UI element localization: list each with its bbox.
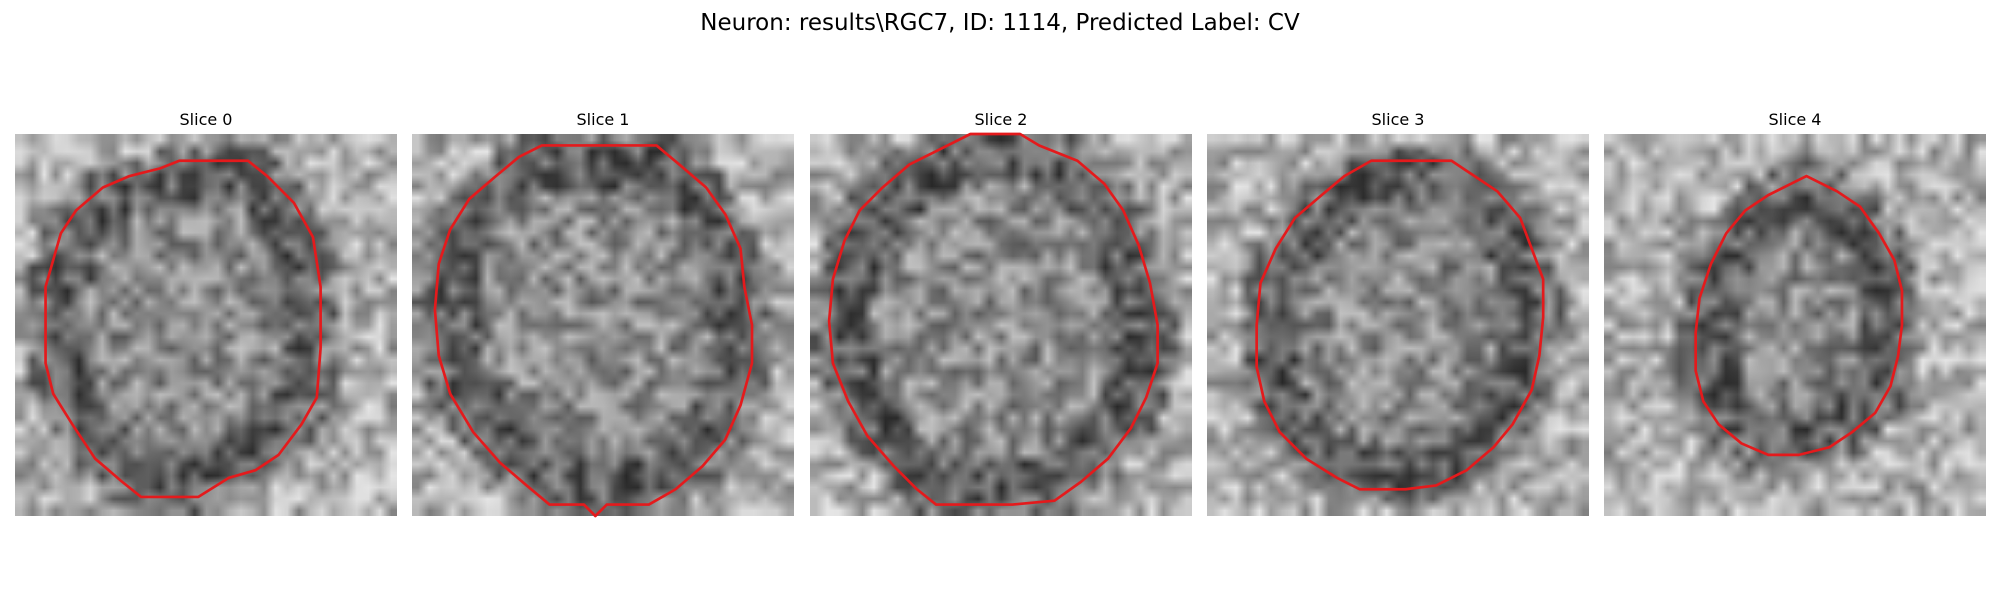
outline-polygon-3 [1255,159,1545,491]
segmentation-outline-4 [1694,174,1904,457]
grayscale-image-1 [412,134,794,516]
slice-panel-3: Slice 3 [1207,108,1589,516]
segmentation-outline-0 [44,159,322,499]
outline-polygon-0 [44,159,322,499]
grayscale-image-3 [1207,134,1589,516]
segmentation-outline-3 [1255,159,1545,491]
slice-title-2: Slice 2 [974,110,1028,129]
slice-panel-4: Slice 4 [1604,108,1986,516]
segmentation-outline-1 [433,144,754,518]
outline-polygon-4 [1694,174,1904,457]
slice-panel-0: Slice 0 [15,108,397,516]
figure-title: Neuron: results\RGC7, ID: 1114, Predicte… [700,10,1300,36]
slice-panel-2: Slice 2 [810,108,1192,516]
slice-title-0: Slice 0 [179,110,233,129]
slice-panel-1: Slice 1 [412,108,794,518]
slice-title-1: Slice 1 [576,110,630,129]
slice-title-4: Slice 4 [1768,110,1822,129]
grayscale-image-4 [1604,134,1986,516]
slice-title-3: Slice 3 [1371,110,1425,129]
outline-polygon-2 [827,132,1159,506]
outline-polygon-1 [433,144,754,518]
segmentation-outline-2 [827,132,1159,506]
grayscale-image-0 [15,134,397,516]
